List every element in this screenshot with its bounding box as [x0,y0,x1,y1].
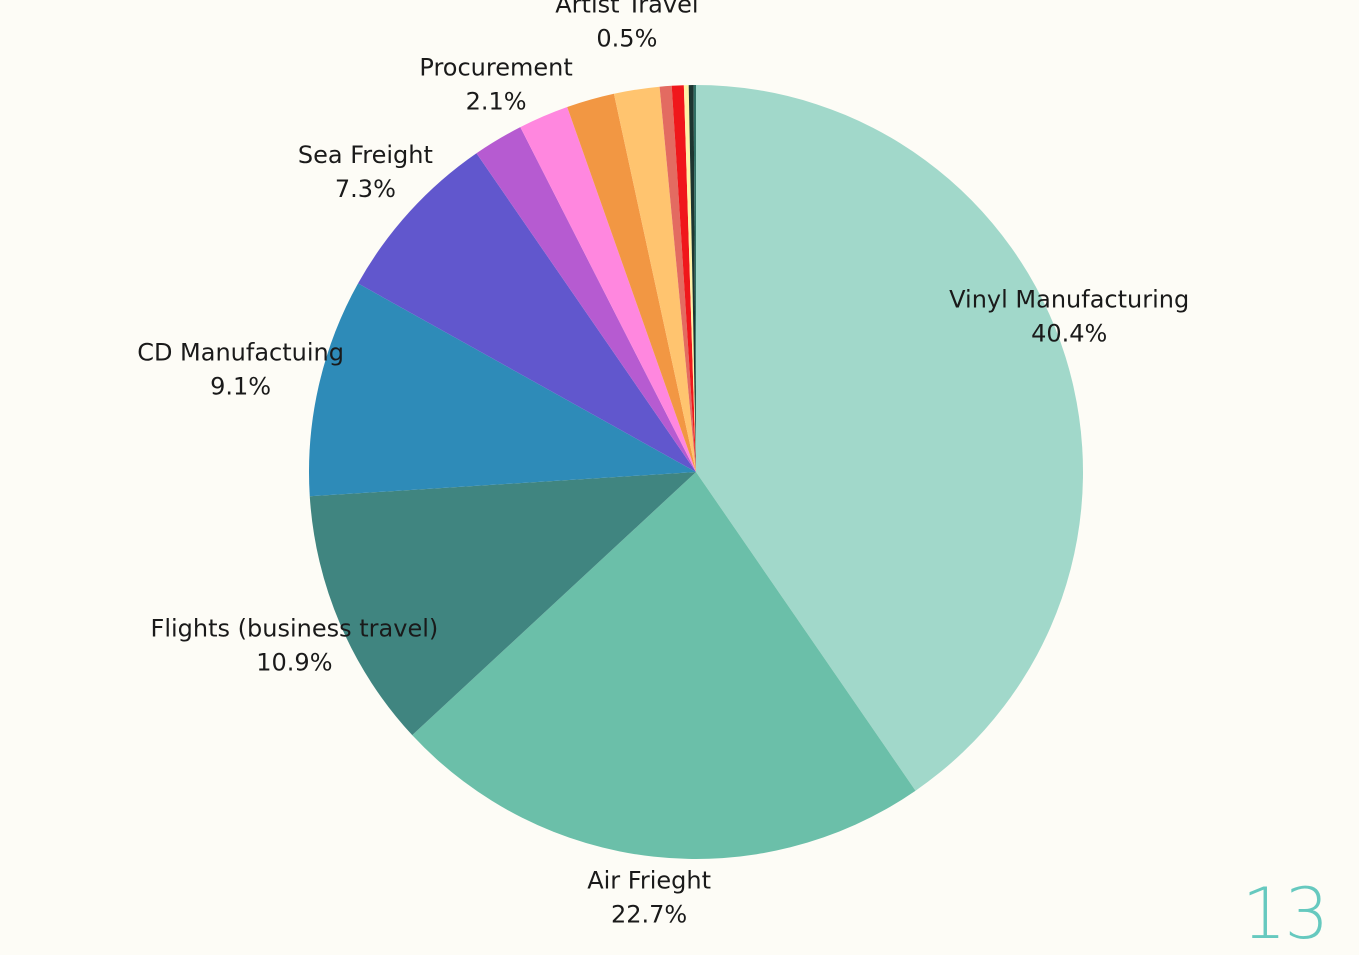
pie-slice-cd-manufactuing [308,283,696,497]
label-flights-business-travel: Flights (business travel) [151,614,439,642]
pie-slice-procurement [520,107,696,472]
pie-slice-vinyl-manufacturing [696,85,1084,791]
label-artist-travel: Artist Travel [555,0,698,18]
percent-sea-freight: 7.3% [335,175,396,203]
label-cd-manufactuing: CD Manufactuing [137,339,344,367]
pie-slice-8 [613,86,696,472]
pie-slice-13 [693,85,696,472]
label-vinyl-manufacturing: Vinyl Manufacturing [949,286,1189,314]
label-procurement: Procurement [419,53,572,81]
pie-slice-9 [659,85,696,472]
pie-slice-5 [476,127,696,473]
label-sea-freight: Sea Freight [298,141,433,169]
pie-slice-artist-travel [671,85,696,472]
percent-air-frieght: 22.7% [611,900,687,928]
page-number: 13 [1241,873,1329,955]
label-air-frieght: Air Frieght [587,866,711,894]
percent-artist-travel: 0.5% [596,24,657,52]
percent-flights-business-travel: 10.9% [256,648,332,676]
percent-vinyl-manufacturing: 40.4% [1031,320,1107,348]
pie-slice-air-frieght [412,472,916,859]
pie-slice-12 [688,85,696,472]
pie-slice-flights-business-travel [309,472,696,736]
pie-slices [308,85,1084,859]
pie-slice-11 [683,85,696,472]
pie-slice-7 [567,93,696,473]
percent-procurement: 2.1% [466,87,527,115]
pie-slice-sea-freight [358,153,696,473]
pie-labels: Vinyl Manufacturing 40.4% Air Frieght 22.7%… [137,0,1189,928]
percent-cd-manufactuing: 9.1% [210,373,271,401]
